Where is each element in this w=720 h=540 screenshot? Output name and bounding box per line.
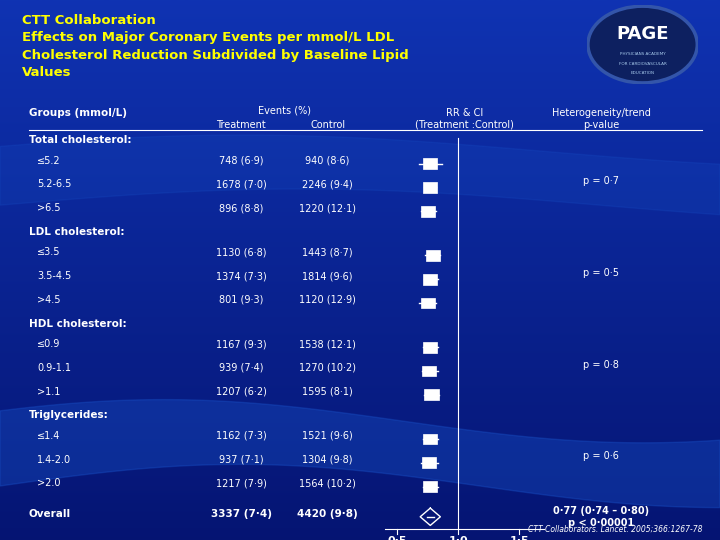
Text: Heterogeneity/trend: Heterogeneity/trend	[552, 108, 651, 118]
Text: p-value: p-value	[583, 120, 619, 130]
Text: p = 0·6: p = 0·6	[583, 451, 619, 461]
FancyBboxPatch shape	[420, 206, 435, 217]
Text: 0.9-1.1: 0.9-1.1	[37, 363, 71, 373]
Text: LDL cholesterol:: LDL cholesterol:	[29, 227, 125, 237]
FancyBboxPatch shape	[423, 434, 438, 444]
Text: 1564 (10·2): 1564 (10·2)	[300, 478, 356, 489]
Text: ≤1.4: ≤1.4	[37, 431, 60, 441]
Text: p = 0·7: p = 0·7	[583, 176, 619, 186]
Text: 1207 (6·2): 1207 (6·2)	[216, 387, 266, 397]
Text: CTT Collaborators. Lancet. 2005;366:1267-78: CTT Collaborators. Lancet. 2005;366:1267…	[528, 524, 702, 534]
Text: 5.2-6.5: 5.2-6.5	[37, 179, 72, 190]
Text: >4.5: >4.5	[37, 295, 61, 305]
Text: 3.5-4.5: 3.5-4.5	[37, 271, 72, 281]
Text: RR & CI: RR & CI	[446, 108, 483, 118]
Text: ≤0.9: ≤0.9	[37, 339, 60, 349]
Text: ≤3.5: ≤3.5	[37, 247, 61, 258]
Text: Treatment: Treatment	[216, 120, 266, 130]
Text: p = 0·8: p = 0·8	[583, 360, 619, 369]
Text: 1217 (7·9): 1217 (7·9)	[216, 478, 266, 489]
Text: 1374 (7·3): 1374 (7·3)	[216, 271, 266, 281]
Text: 1521 (9·6): 1521 (9·6)	[302, 431, 353, 441]
Text: 748 (6·9): 748 (6·9)	[219, 156, 264, 166]
Text: 1595 (8·1): 1595 (8·1)	[302, 387, 353, 397]
Text: Groups (mmol/L): Groups (mmol/L)	[29, 108, 127, 118]
Text: Events (%): Events (%)	[258, 105, 311, 116]
Text: 1220 (12·1): 1220 (12·1)	[299, 203, 356, 213]
Text: (Treatment :Control): (Treatment :Control)	[415, 120, 514, 130]
Text: 937 (7·1): 937 (7·1)	[219, 455, 264, 465]
Text: 1304 (9·8): 1304 (9·8)	[302, 455, 353, 465]
Text: 1270 (10·2): 1270 (10·2)	[299, 363, 356, 373]
Text: Control: Control	[310, 120, 345, 130]
Text: 1130 (6·8): 1130 (6·8)	[216, 247, 266, 258]
Text: EDUCATION: EDUCATION	[631, 71, 654, 75]
Text: 1538 (12·1): 1538 (12·1)	[300, 339, 356, 349]
Text: 0·77 (0·74 – 0·80)
p < 0·00001: 0·77 (0·74 – 0·80) p < 0·00001	[553, 506, 649, 528]
FancyBboxPatch shape	[423, 158, 438, 169]
FancyBboxPatch shape	[423, 182, 438, 193]
Text: >2.0: >2.0	[37, 478, 61, 489]
Text: 896 (8·8): 896 (8·8)	[219, 203, 264, 213]
Text: 1443 (8·7): 1443 (8·7)	[302, 247, 353, 258]
Text: Total cholesterol:: Total cholesterol:	[29, 135, 131, 145]
Text: Triglycerides:: Triglycerides:	[29, 410, 109, 421]
Text: 801 (9·3): 801 (9·3)	[219, 295, 264, 305]
Text: PHYSICIANS ACADEMY: PHYSICIANS ACADEMY	[620, 52, 665, 56]
FancyBboxPatch shape	[422, 366, 436, 376]
Text: 2246 (9·4): 2246 (9·4)	[302, 179, 353, 190]
Text: 1162 (7·3): 1162 (7·3)	[216, 431, 266, 441]
Text: 1678 (7·0): 1678 (7·0)	[216, 179, 266, 190]
FancyBboxPatch shape	[423, 481, 438, 492]
Text: 1814 (9·6): 1814 (9·6)	[302, 271, 353, 281]
Text: 1·0: 1·0	[449, 536, 468, 540]
FancyBboxPatch shape	[422, 457, 436, 468]
FancyBboxPatch shape	[420, 298, 435, 308]
Text: p = 0·5: p = 0·5	[583, 268, 619, 278]
Text: 939 (7·4): 939 (7·4)	[219, 363, 264, 373]
Text: CTT Collaboration
Effects on Major Coronary Events per mmol/L LDL
Cholesterol Re: CTT Collaboration Effects on Major Coron…	[22, 14, 408, 79]
Text: 0·5: 0·5	[387, 536, 407, 540]
Text: 1·5: 1·5	[510, 536, 529, 540]
Text: PAGE: PAGE	[616, 25, 669, 43]
Text: FOR CARDIOVASCULAR: FOR CARDIOVASCULAR	[618, 62, 667, 66]
Text: 3337 (7·4): 3337 (7·4)	[211, 509, 271, 519]
Text: >6.5: >6.5	[37, 203, 61, 213]
Text: 4420 (9·8): 4420 (9·8)	[297, 509, 358, 519]
Text: Overall: Overall	[29, 509, 71, 519]
Text: 940 (8·6): 940 (8·6)	[305, 156, 350, 166]
Text: 1.4-2.0: 1.4-2.0	[37, 455, 71, 465]
Text: HDL cholesterol:: HDL cholesterol:	[29, 319, 127, 329]
Circle shape	[588, 6, 697, 83]
FancyBboxPatch shape	[423, 342, 438, 353]
FancyBboxPatch shape	[423, 274, 438, 285]
Text: ≤5.2: ≤5.2	[37, 156, 61, 166]
Text: >1.1: >1.1	[37, 387, 60, 397]
FancyBboxPatch shape	[424, 389, 438, 400]
FancyBboxPatch shape	[426, 250, 440, 261]
Text: 1167 (9·3): 1167 (9·3)	[216, 339, 266, 349]
Text: 1120 (12·9): 1120 (12·9)	[300, 295, 356, 305]
